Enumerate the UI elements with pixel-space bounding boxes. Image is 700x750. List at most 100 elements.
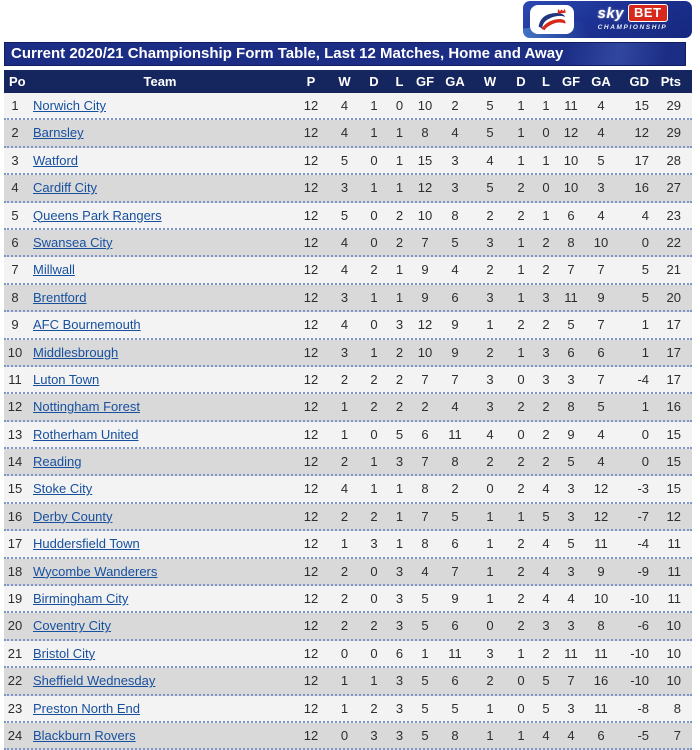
- away-w-cell: 2: [486, 262, 494, 278]
- team-link[interactable]: Reading: [33, 454, 82, 470]
- away-gf-cell: 9: [567, 426, 575, 442]
- away-gf-cell: 11: [564, 98, 578, 113]
- home-l-cell: 3: [395, 700, 404, 716]
- table-body: 1 Norwich City 12 4 1 0 10 2 5 1 1 11 4 …: [4, 93, 692, 750]
- away-ga-cell: 8: [597, 618, 605, 634]
- away-ga-cell: 7: [597, 262, 605, 278]
- home-ga-cell: 11: [448, 426, 462, 442]
- home-w-cell: 4: [340, 98, 349, 113]
- home-ga-cell: 5: [451, 234, 459, 250]
- position-cell: 16: [7, 508, 23, 524]
- away-l-cell: 2: [542, 399, 550, 415]
- away-d-cell: 2: [517, 481, 525, 497]
- home-d-cell: 1: [370, 289, 378, 305]
- home-gf-cell: 5: [421, 618, 429, 634]
- home-gf-cell: 8: [421, 125, 429, 141]
- team-link[interactable]: Cardiff City: [33, 180, 98, 196]
- championship-word: CHAMPIONSHIP: [597, 24, 668, 31]
- played-cell: 12: [303, 673, 319, 689]
- team-link[interactable]: Rotherham United: [33, 426, 139, 442]
- header-away-w: W: [483, 74, 497, 89]
- team-link[interactable]: Nottingham Forest: [33, 399, 140, 415]
- gd-cell: 4: [641, 207, 649, 223]
- team-cell: Nottingham Forest: [26, 394, 294, 419]
- home-d-cell: 2: [370, 700, 378, 716]
- away-l-cell: 4: [542, 563, 550, 579]
- team-link[interactable]: Barnsley: [33, 125, 84, 141]
- home-w-cell: 1: [340, 700, 349, 716]
- team-link[interactable]: Preston North End: [33, 700, 140, 716]
- team-link[interactable]: Swansea City: [33, 234, 113, 250]
- home-d-cell: 1: [370, 454, 378, 470]
- home-ga-cell: 2: [451, 481, 459, 497]
- away-l-cell: 3: [542, 289, 550, 305]
- away-d-cell: 1: [517, 234, 525, 250]
- pts-cell: 10: [666, 673, 681, 689]
- team-link[interactable]: Wycombe Wanderers: [33, 563, 158, 579]
- position-cell: 15: [7, 481, 23, 497]
- home-l-cell: 2: [395, 399, 404, 415]
- home-d-cell: 2: [370, 399, 378, 415]
- team-link[interactable]: Birmingham City: [33, 591, 129, 607]
- gd-cell: 17: [634, 152, 649, 168]
- pts-cell: 17: [666, 317, 681, 333]
- team-link[interactable]: Middlesbrough: [33, 344, 119, 360]
- header-played: P: [306, 74, 316, 89]
- team-link[interactable]: Stoke City: [33, 481, 93, 497]
- home-ga-cell: 9: [451, 344, 459, 360]
- home-l-cell: 3: [395, 727, 404, 743]
- team-link[interactable]: Sheffield Wednesday: [33, 673, 156, 689]
- gd-cell: 16: [634, 180, 649, 196]
- home-l-cell: 1: [395, 180, 404, 196]
- position-cell: 6: [11, 234, 19, 250]
- table-row: 19 Birmingham City 12 2 0 3 5 9 1 2 4 4 …: [4, 586, 692, 614]
- away-d-cell: 1: [517, 645, 525, 661]
- team-link[interactable]: Bristol City: [33, 645, 96, 661]
- home-gf-cell: 7: [421, 454, 429, 470]
- home-ga-cell: 3: [451, 152, 459, 168]
- played-cell: 12: [303, 508, 319, 524]
- team-link[interactable]: Coventry City: [33, 618, 112, 634]
- team-link[interactable]: Derby County: [33, 508, 113, 524]
- position-cell: 19: [7, 591, 23, 607]
- away-ga-cell: 7: [597, 371, 605, 387]
- team-link[interactable]: Queens Park Rangers: [33, 207, 162, 223]
- home-d-cell: 2: [370, 371, 378, 387]
- home-gf-cell: 10: [417, 98, 433, 113]
- table-header-row: Pos Team P W D L GF GA W D L GF GA GD Pt…: [4, 70, 692, 93]
- pts-cell: 11: [667, 536, 682, 552]
- team-link[interactable]: Watford: [33, 152, 79, 168]
- away-l-cell: 1: [542, 98, 550, 113]
- away-d-cell: 1: [517, 152, 525, 168]
- team-link[interactable]: Blackburn Rovers: [33, 727, 136, 743]
- away-gf-cell: 11: [564, 645, 578, 661]
- away-d-cell: 0: [517, 673, 525, 689]
- away-w-cell: 4: [486, 426, 494, 442]
- home-l-cell: 3: [395, 454, 404, 470]
- team-cell: Rotherham United: [26, 422, 294, 447]
- team-cell: Derby County: [26, 504, 294, 529]
- team-link[interactable]: Norwich City: [33, 98, 106, 113]
- away-ga-cell: 5: [597, 399, 605, 415]
- home-l-cell: 1: [395, 262, 404, 278]
- team-cell: Birmingham City: [26, 586, 294, 611]
- away-w-cell: 1: [486, 317, 494, 333]
- home-gf-cell: 7: [421, 371, 429, 387]
- position-cell: 11: [8, 371, 22, 387]
- away-gf-cell: 3: [567, 508, 575, 524]
- home-d-cell: 1: [370, 344, 378, 360]
- gd-cell: -10: [630, 645, 649, 661]
- played-cell: 12: [303, 344, 319, 360]
- home-w-cell: 2: [340, 563, 349, 579]
- team-link[interactable]: Huddersfield Town: [33, 536, 140, 552]
- home-ga-cell: 8: [451, 454, 459, 470]
- team-link[interactable]: Luton Town: [33, 371, 100, 387]
- team-cell: Preston North End: [26, 696, 294, 721]
- table-row: 5 Queens Park Rangers 12 5 0 2 10 8 2 2 …: [4, 202, 692, 230]
- team-link[interactable]: AFC Bournemouth: [33, 317, 141, 333]
- team-link[interactable]: Brentford: [33, 289, 87, 305]
- home-ga-cell: 7: [451, 371, 459, 387]
- table-row: 8 Brentford 12 3 1 1 9 6 3 1 3 11 9 5 20: [4, 284, 692, 313]
- table-row: 4 Cardiff City 12 3 1 1 12 3 5 2 0 10 3 …: [4, 175, 692, 203]
- team-link[interactable]: Millwall: [33, 262, 75, 278]
